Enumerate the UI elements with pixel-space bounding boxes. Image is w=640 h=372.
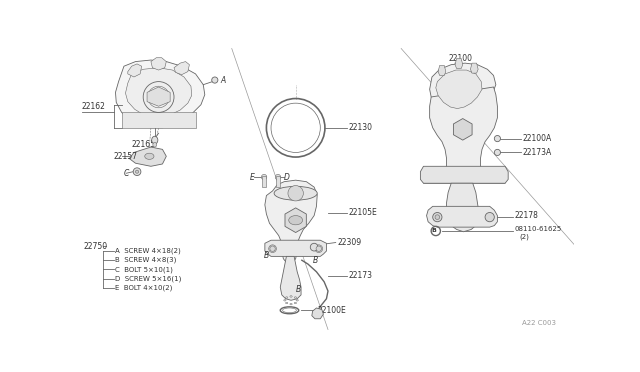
Text: 22157: 22157 — [114, 152, 138, 161]
Circle shape — [494, 150, 500, 155]
Ellipse shape — [290, 296, 292, 297]
Text: B  SCREW 4×8(3): B SCREW 4×8(3) — [115, 257, 177, 263]
Polygon shape — [427, 206, 497, 227]
Polygon shape — [265, 180, 317, 266]
Text: 22309: 22309 — [337, 238, 362, 247]
Text: A22 C003: A22 C003 — [522, 320, 556, 326]
Text: 22173A: 22173A — [522, 148, 551, 157]
Polygon shape — [424, 87, 505, 183]
Text: D: D — [284, 173, 290, 182]
Polygon shape — [125, 68, 192, 117]
Polygon shape — [429, 63, 496, 122]
Polygon shape — [447, 183, 479, 232]
Bar — [276, 176, 280, 187]
Text: E: E — [250, 173, 254, 182]
Ellipse shape — [289, 216, 303, 225]
Text: 22100A: 22100A — [522, 134, 551, 143]
Text: A: A — [220, 76, 225, 84]
Text: C  BOLT 5×10(1): C BOLT 5×10(1) — [115, 266, 173, 273]
Polygon shape — [453, 119, 472, 140]
Circle shape — [433, 212, 442, 222]
Text: 22178: 22178 — [515, 211, 538, 220]
Text: 22750: 22750 — [83, 242, 108, 251]
Circle shape — [316, 246, 321, 251]
Text: 22105E: 22105E — [349, 208, 378, 217]
Ellipse shape — [284, 299, 286, 301]
Circle shape — [269, 245, 276, 253]
Text: B: B — [312, 256, 318, 265]
Polygon shape — [129, 147, 166, 166]
Polygon shape — [122, 112, 196, 128]
Text: C: C — [124, 169, 129, 178]
Text: B: B — [263, 251, 269, 260]
Polygon shape — [265, 240, 326, 256]
Circle shape — [485, 212, 494, 222]
Circle shape — [275, 174, 281, 180]
Ellipse shape — [294, 297, 296, 298]
Ellipse shape — [296, 299, 298, 301]
Ellipse shape — [145, 153, 154, 159]
Polygon shape — [285, 208, 307, 232]
Text: (2): (2) — [519, 234, 529, 240]
Circle shape — [315, 245, 323, 253]
Ellipse shape — [153, 142, 157, 147]
Polygon shape — [438, 65, 446, 76]
Polygon shape — [147, 87, 170, 106]
Circle shape — [494, 135, 500, 142]
Text: 22130: 22130 — [349, 123, 372, 132]
Polygon shape — [280, 256, 301, 300]
Circle shape — [270, 246, 275, 251]
Circle shape — [435, 215, 440, 219]
Text: 22173: 22173 — [349, 271, 372, 280]
Polygon shape — [151, 58, 166, 70]
Ellipse shape — [285, 297, 288, 298]
Circle shape — [310, 243, 318, 251]
Polygon shape — [174, 62, 189, 75]
Polygon shape — [128, 64, 141, 77]
Text: B: B — [432, 228, 436, 234]
Circle shape — [136, 170, 139, 173]
Ellipse shape — [152, 136, 158, 144]
Text: E  BOLT 4×10(2): E BOLT 4×10(2) — [115, 285, 173, 291]
Text: 22100E: 22100E — [318, 306, 347, 315]
Bar — [262, 176, 266, 187]
Ellipse shape — [274, 186, 317, 200]
Ellipse shape — [290, 303, 292, 305]
Polygon shape — [436, 70, 482, 109]
Polygon shape — [470, 63, 478, 73]
Text: 22165: 22165 — [132, 140, 156, 149]
Polygon shape — [455, 58, 463, 68]
Text: 22100: 22100 — [448, 54, 472, 63]
Text: A  SCREW 4×18(2): A SCREW 4×18(2) — [115, 248, 181, 254]
Text: 08110-61625: 08110-61625 — [515, 227, 561, 232]
Polygon shape — [420, 166, 508, 183]
Text: D  SCREW 5×16(1): D SCREW 5×16(1) — [115, 276, 182, 282]
Ellipse shape — [294, 302, 296, 304]
Polygon shape — [115, 60, 205, 128]
Circle shape — [133, 168, 141, 176]
Text: 22162: 22162 — [82, 102, 106, 111]
Circle shape — [288, 186, 303, 201]
Polygon shape — [312, 308, 323, 319]
Circle shape — [261, 174, 267, 180]
Ellipse shape — [285, 302, 288, 304]
Text: B: B — [296, 285, 301, 294]
Circle shape — [212, 77, 218, 83]
